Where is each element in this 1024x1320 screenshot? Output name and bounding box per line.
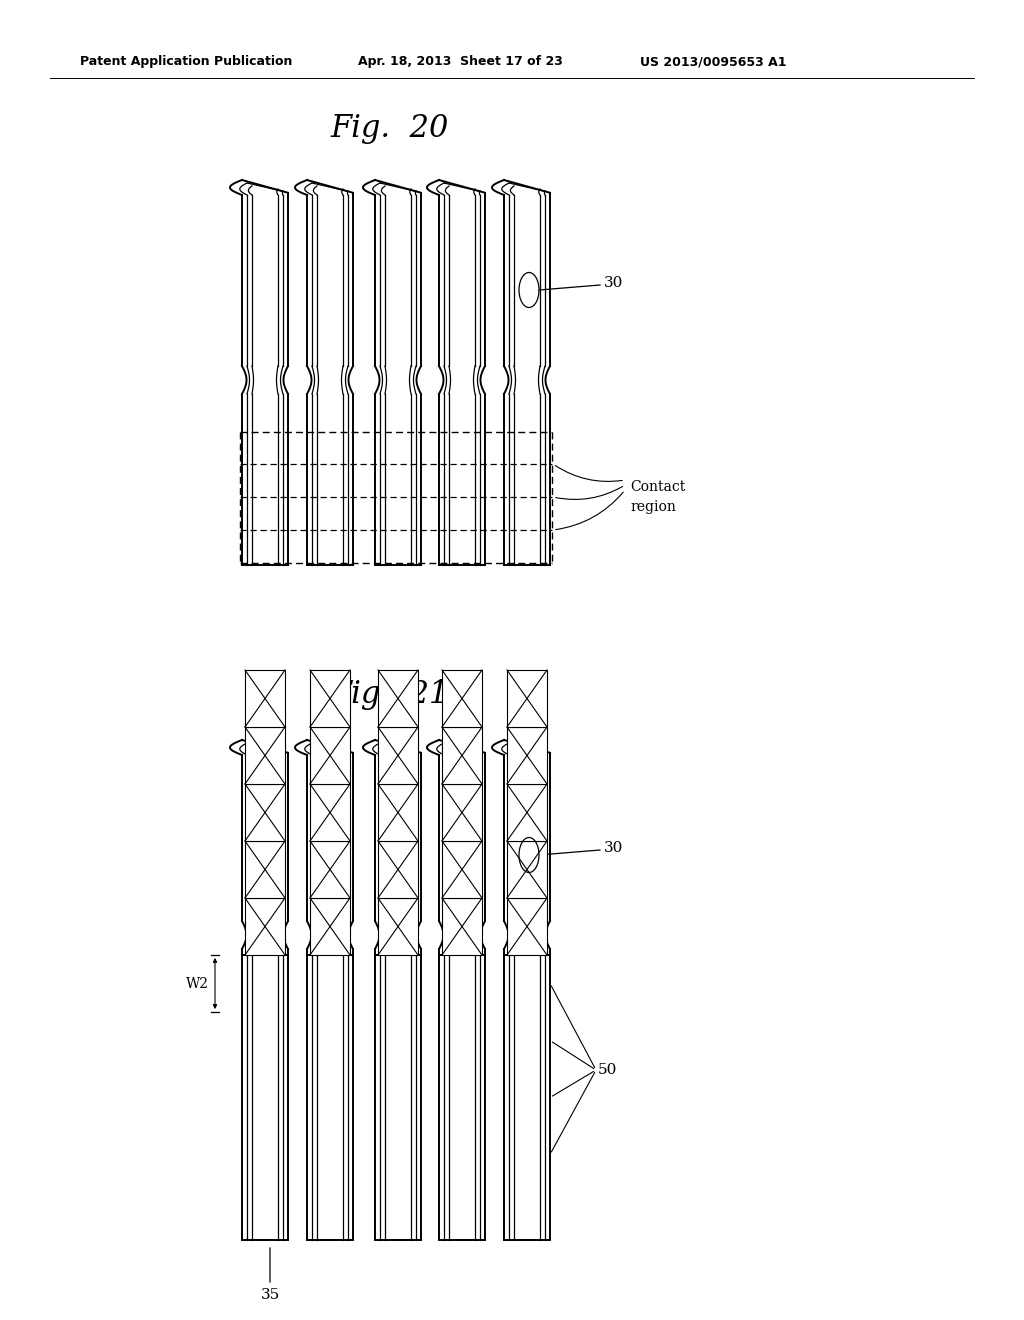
Bar [310, 898, 350, 954]
Text: Contact
region: Contact region [630, 480, 685, 513]
Bar [317, 195, 343, 565]
Text: 35: 35 [260, 1288, 280, 1302]
Bar [442, 727, 482, 784]
Bar [449, 195, 475, 565]
Bar [507, 671, 547, 727]
Bar [245, 671, 285, 727]
Text: 50: 50 [598, 1063, 617, 1077]
Bar [378, 784, 418, 841]
Bar [245, 841, 285, 898]
Bar [310, 841, 350, 898]
Bar [507, 841, 547, 898]
Bar [507, 898, 547, 954]
Bar [310, 784, 350, 841]
Text: Patent Application Publication: Patent Application Publication [80, 55, 293, 69]
Bar [378, 671, 418, 727]
Bar [375, 954, 421, 1239]
Text: 30: 30 [604, 276, 624, 290]
Text: W2: W2 [186, 977, 209, 990]
Bar [442, 784, 482, 841]
Bar [439, 954, 485, 1239]
Bar [310, 727, 350, 784]
Bar [442, 671, 482, 727]
Bar [310, 671, 350, 727]
Bar [385, 195, 411, 565]
Bar [245, 784, 285, 841]
Text: Apr. 18, 2013  Sheet 17 of 23: Apr. 18, 2013 Sheet 17 of 23 [358, 55, 563, 69]
Text: US 2013/0095653 A1: US 2013/0095653 A1 [640, 55, 786, 69]
Bar [442, 898, 482, 954]
Bar [252, 195, 278, 565]
Bar [245, 898, 285, 954]
Bar [378, 841, 418, 898]
Bar [507, 784, 547, 841]
Bar [245, 727, 285, 784]
Bar [442, 841, 482, 898]
Bar [378, 898, 418, 954]
Bar [507, 727, 547, 784]
Bar [242, 954, 288, 1239]
Bar [514, 195, 540, 565]
Text: Fig.  20: Fig. 20 [331, 112, 450, 144]
Bar [504, 954, 550, 1239]
Text: 30: 30 [604, 841, 624, 855]
Text: Fig.  21: Fig. 21 [331, 680, 450, 710]
Bar [307, 954, 353, 1239]
Bar [378, 727, 418, 784]
